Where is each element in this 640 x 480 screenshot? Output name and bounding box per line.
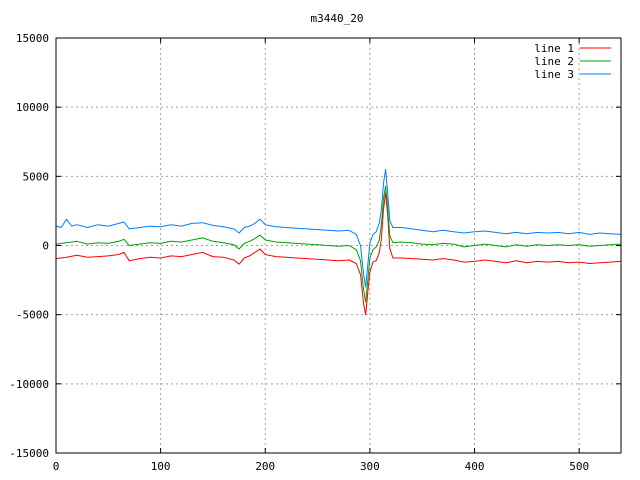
series-line-2: [55, 185, 622, 303]
x-tick-label: 500: [569, 460, 589, 473]
x-tick-label: 100: [151, 460, 171, 473]
x-tick-label: 400: [465, 460, 485, 473]
axis-ticks: 0 100 200 300 400 500 -15000 -10000 -5000 0 5000 10…: [9, 32, 621, 473]
y-tick-label: -15000: [9, 447, 49, 460]
grid: [56, 38, 621, 453]
legend-label: line 2: [534, 55, 574, 68]
series-line-3: [55, 168, 622, 288]
legend-label: line 3: [534, 68, 574, 81]
legend-label: line 1: [534, 42, 574, 55]
y-tick-label: 0: [42, 240, 49, 253]
y-tick-label: 10000: [16, 101, 49, 114]
y-tick-label: 5000: [23, 170, 50, 183]
y-tick-label: 15000: [16, 32, 49, 45]
y-tick-label: -10000: [9, 378, 49, 391]
series-line-1: [55, 192, 622, 316]
chart-title: m3440_20: [311, 12, 364, 25]
x-tick-label: 0: [53, 460, 60, 473]
series-lines: [55, 168, 622, 316]
x-tick-label: 300: [360, 460, 380, 473]
x-tick-label: 200: [255, 460, 275, 473]
y-tick-label: -5000: [16, 309, 49, 322]
